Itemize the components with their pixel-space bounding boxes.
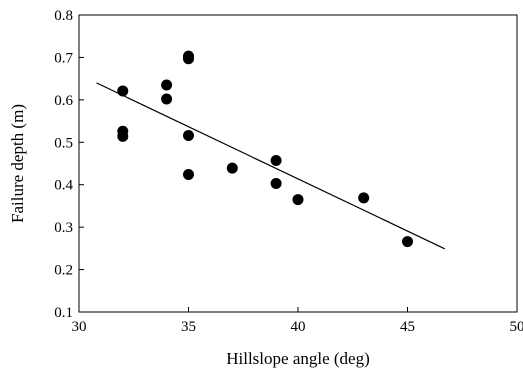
data-point <box>226 162 238 174</box>
data-point <box>117 85 129 97</box>
x-tick-label: 30 <box>72 319 87 335</box>
x-axis-title: Hillslope angle (deg) <box>226 349 370 368</box>
y-tick-label: 0.6 <box>54 93 73 109</box>
y-tick-label: 0.3 <box>54 220 73 236</box>
y-tick-label: 0.2 <box>54 263 73 279</box>
x-tick-label: 35 <box>181 319 196 335</box>
data-point <box>161 93 173 105</box>
y-tick-label: 0.7 <box>54 50 73 66</box>
y-tick-label: 0.8 <box>54 8 73 24</box>
data-point <box>183 129 194 141</box>
data-point <box>402 236 413 248</box>
data-point <box>270 177 282 189</box>
x-tick-label: 50 <box>510 319 523 335</box>
data-points-layer <box>117 50 413 248</box>
y-tick-label: 0.5 <box>54 135 73 151</box>
data-point <box>270 155 282 167</box>
data-point <box>161 79 173 91</box>
data-point <box>117 130 129 142</box>
x-axis-ticks: 30 35 40 45 50 <box>72 307 523 335</box>
x-tick-label: 45 <box>400 319 415 335</box>
y-tick-label: 0.4 <box>54 178 73 194</box>
data-point <box>183 169 194 181</box>
y-tick-label: 0.1 <box>54 305 73 321</box>
regression-line <box>96 82 445 250</box>
fit-line-layer <box>96 82 445 250</box>
plot-frame <box>78 14 518 313</box>
data-point <box>292 194 304 206</box>
data-point <box>358 192 370 204</box>
x-tick-label: 40 <box>291 319 306 335</box>
data-point <box>183 53 194 65</box>
y-axis-title: Failure depth (m) <box>8 104 27 223</box>
y-axis-ticks: 0.1 0.2 0.3 0.4 0.5 0.6 0.7 0.8 <box>54 8 84 321</box>
